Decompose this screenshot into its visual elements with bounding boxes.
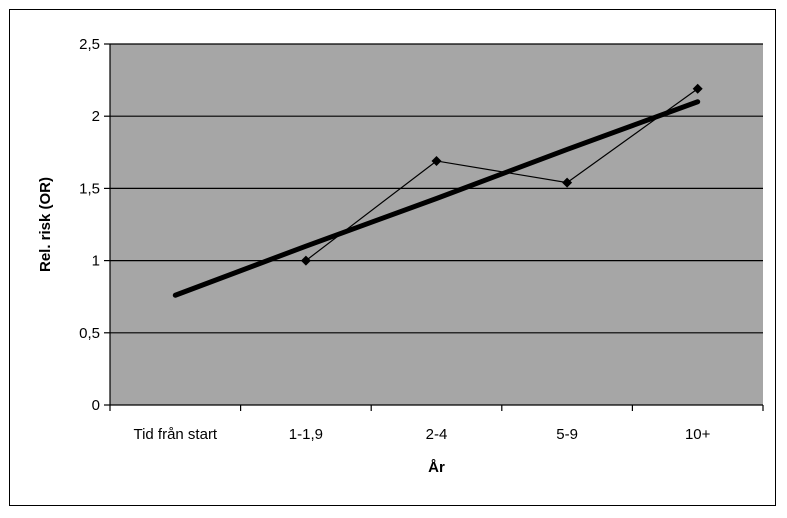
y-tick-label: 0,5 (79, 325, 100, 342)
y-tick-label: 0 (92, 397, 100, 414)
y-tick-label: 1 (92, 253, 100, 270)
data-point-marker (692, 83, 703, 94)
x-axis-title: År (428, 459, 445, 476)
gridlines (110, 43, 763, 334)
y-tick-labels: 0 0,5 1 1,5 2 2,5 (79, 36, 100, 414)
trend-line (172, 99, 701, 298)
x-tick-label: 1-1,9 (289, 426, 323, 443)
observed-line (305, 88, 699, 262)
x-tick-label: 10+ (685, 426, 711, 443)
data-point-marker (431, 155, 442, 166)
y-tick-label: 2 (92, 108, 100, 125)
y-tick-label: 1,5 (79, 180, 100, 197)
x-tick-labels: Tid från start 1-1,9 2-4 5-9 10+ (133, 426, 710, 443)
y-tick-label: 2,5 (79, 36, 100, 53)
series-group (172, 83, 703, 298)
data-point-marker (562, 177, 573, 188)
y-axis-title: Rel. risk (OR) (37, 177, 54, 272)
x-tick-label: 5-9 (556, 426, 578, 443)
x-tick-label: Tid från start (133, 426, 217, 443)
plot-area (110, 44, 763, 405)
x-tick-label: 2-4 (426, 426, 448, 443)
axes (104, 43, 764, 411)
data-point-marker (300, 255, 311, 266)
